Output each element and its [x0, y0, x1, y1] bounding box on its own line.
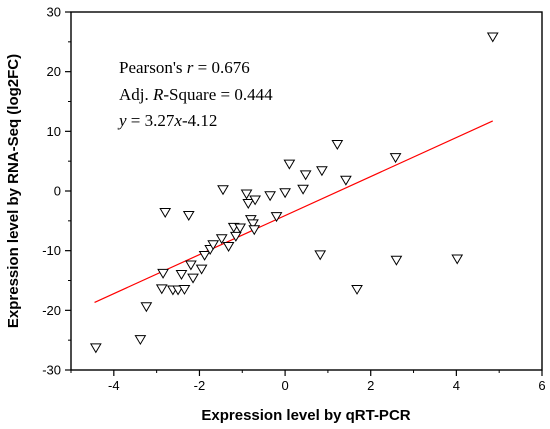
y-tick-label: -30 — [42, 363, 61, 378]
points-layer — [89, 32, 499, 354]
x-tick-label: 0 — [281, 378, 288, 393]
data-point — [234, 223, 247, 234]
data-point — [270, 212, 283, 223]
x-axis-title: Expression level by qRT-PCR — [201, 407, 410, 424]
data-point — [486, 32, 499, 43]
data-point — [297, 184, 309, 195]
data-point — [248, 225, 261, 236]
data-point — [314, 250, 327, 261]
data-point — [198, 250, 211, 261]
data-point — [351, 284, 363, 295]
y-tick-label: 30 — [47, 5, 61, 20]
data-point — [195, 264, 208, 275]
data-point — [157, 268, 169, 279]
data-point — [279, 188, 291, 199]
data-point — [178, 284, 191, 295]
data-point — [182, 210, 195, 221]
data-point — [331, 139, 344, 150]
data-point — [451, 254, 464, 265]
data-point — [217, 185, 229, 196]
data-point — [215, 234, 228, 245]
data-point — [207, 240, 220, 251]
y-axis-title: Expression level by RNA-Seq (log2FC) — [5, 54, 22, 328]
data-point — [187, 273, 199, 284]
data-point — [247, 219, 259, 230]
pearson-annotation: Pearson's r = 0.676 — [119, 58, 250, 77]
y-tick-label: 20 — [47, 64, 61, 79]
data-point — [229, 231, 242, 242]
data-point — [89, 343, 102, 354]
x-tick-label: -4 — [108, 378, 120, 393]
equation-annotation: y = 3.27x-4.12 — [117, 111, 217, 130]
data-point — [340, 175, 352, 186]
plot-frame — [70, 11, 543, 371]
data-point — [175, 270, 188, 281]
data-point — [390, 255, 403, 266]
data-point — [242, 199, 255, 210]
data-point — [389, 153, 402, 164]
x-tick-label: -2 — [194, 378, 206, 393]
data-point — [264, 191, 276, 202]
data-point — [299, 170, 312, 181]
x-tick-label: 2 — [367, 378, 374, 393]
data-point — [240, 189, 253, 200]
data-point — [316, 166, 328, 177]
adj-r-square-annotation: Adj. R-Square = 0.444 — [119, 85, 273, 104]
x-tick-label: 6 — [538, 378, 545, 393]
y-tick-label: 0 — [54, 184, 61, 199]
data-point — [159, 207, 172, 218]
data-point — [249, 195, 261, 206]
data-point — [155, 284, 168, 295]
regression-line — [94, 120, 494, 303]
x-tick-label: 4 — [453, 378, 460, 393]
data-point — [140, 302, 153, 313]
data-point — [222, 241, 235, 252]
data-point — [283, 159, 296, 170]
data-point — [185, 260, 197, 271]
data-point — [134, 335, 147, 346]
y-tick-label: -10 — [42, 243, 61, 258]
y-tick-label: 10 — [47, 124, 61, 139]
y-tick-label: -20 — [42, 303, 61, 318]
